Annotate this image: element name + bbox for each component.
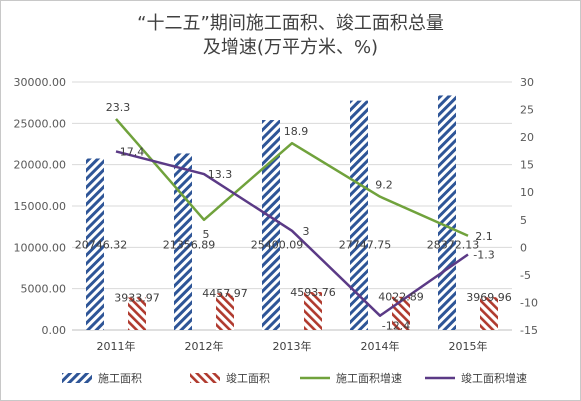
left-axis-tick-label: 15000.00 (14, 200, 67, 213)
construction-area-data-label: 28372.13 (427, 238, 480, 251)
x-axis-category-label: 2013年 (273, 339, 312, 353)
construction-area-bar (438, 95, 456, 330)
completed-growth-data-label: 17.4 (120, 145, 145, 158)
right-axis-tick-label: -15 (520, 324, 538, 337)
legend-swatch (62, 373, 92, 383)
construction-area-bar (86, 158, 104, 330)
construction-area-data-label: 21356.89 (163, 238, 216, 251)
left-axis-tick-label: 25000.00 (14, 117, 67, 130)
chart-title-line-2: 及增速(万平方米、%) (202, 37, 379, 58)
construction-growth-data-label: 18.9 (284, 125, 309, 138)
completed-growth-data-label: 13.3 (208, 168, 233, 181)
completed-area-data-label: 4457.97 (202, 287, 248, 300)
left-axis-tick-label: 30000.00 (14, 76, 67, 89)
legend-item: 竣工面积增速 (425, 371, 527, 385)
completed-growth-data-label: 3 (303, 225, 310, 238)
legend-item: 施工面积 (62, 372, 142, 385)
construction-growth-data-label: 9.2 (375, 179, 393, 192)
chart-title-line-1: “十二五”期间施工面积、竣工面积总量 (137, 13, 444, 34)
legend-swatch (190, 373, 220, 383)
legend-label: 施工面积增速 (336, 371, 402, 385)
completed-area-bar (304, 292, 322, 330)
construction-area-data-label: 20746.32 (75, 238, 128, 251)
completed-area-data-label: 4593.76 (290, 286, 336, 299)
right-axis-tick-label: 25 (520, 104, 534, 117)
x-axis-category-label: 2015年 (449, 339, 488, 353)
x-axis-category-label: 2011年 (97, 339, 136, 353)
construction-area-bar (174, 153, 192, 330)
completed-growth-data-label: -12.4 (382, 320, 410, 333)
left-axis-tick-label: 10000.00 (14, 241, 67, 254)
completed-growth-line (115, 150, 469, 317)
completed-area-bar (216, 293, 234, 330)
completed-area-data-label: 4022.89 (378, 291, 424, 304)
right-axis-tick-label: 10 (520, 186, 534, 199)
left-axis-tick-label: 0.00 (42, 324, 67, 337)
legend-item: 施工面积增速 (300, 371, 402, 385)
construction-growth-data-label: 2.1 (475, 230, 493, 243)
right-axis-tick-label: 30 (520, 76, 534, 89)
completed-area-bar (480, 297, 498, 330)
construction-growth-line (115, 118, 469, 237)
legend-label: 竣工面积增速 (461, 371, 527, 385)
right-axis-tick-label: 15 (520, 159, 534, 172)
completed-area-bar (128, 297, 146, 330)
construction-area-bar (350, 100, 368, 331)
left-axis-tick-label: 5000.00 (21, 283, 67, 296)
legend-label: 施工面积 (98, 372, 142, 385)
completed-growth-data-label: -1.3 (473, 248, 494, 261)
completed-area-data-label: 3969.96 (466, 291, 512, 304)
construction-area-data-label: 25400.09 (251, 238, 304, 251)
left-axis-tick-label: 20000.00 (14, 159, 67, 172)
x-axis-category-label: 2014年 (361, 339, 400, 353)
construction-area-data-label: 27747.75 (339, 238, 392, 251)
right-axis-tick-label: -5 (520, 269, 531, 282)
right-axis-tick-label: -10 (520, 296, 538, 309)
right-axis-tick-label: 20 (520, 131, 534, 144)
legend-label: 竣工面积 (226, 371, 270, 385)
x-axis-category-label: 2012年 (185, 339, 224, 353)
right-axis-tick-label: 5 (520, 214, 527, 227)
right-axis-tick-label: 0 (520, 241, 527, 254)
completed-area-data-label: 3933.97 (114, 291, 160, 304)
legend-item: 竣工面积 (190, 371, 270, 385)
construction-area-bar (262, 120, 280, 330)
chart-title: “十二五”期间施工面积、竣工面积总量 及增速(万平方米、%) (0, 12, 581, 60)
construction-growth-data-label: 23.3 (106, 101, 131, 114)
construction-growth-data-label: 5 (203, 228, 210, 241)
